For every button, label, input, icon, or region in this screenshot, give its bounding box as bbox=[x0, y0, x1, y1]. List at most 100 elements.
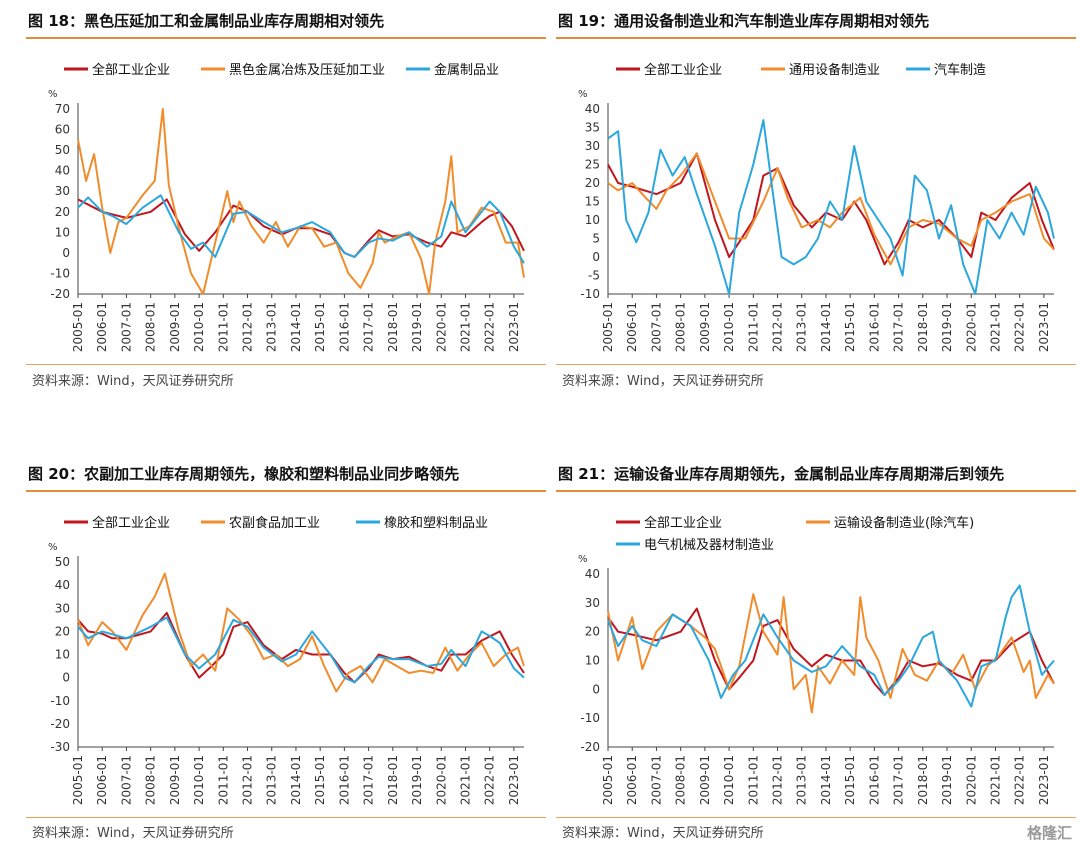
source-divider-19 bbox=[556, 364, 1076, 365]
legend-label: 全部工业企业 bbox=[92, 62, 170, 78]
chart-title-19: 图 19：通用设备制造业和汽车制造业库存周期相对领先 bbox=[556, 2, 1076, 39]
x-tick-label: 2012-01 bbox=[771, 302, 785, 352]
x-tick-label: 2018-01 bbox=[386, 302, 400, 352]
legend-label: 运输设备制造业(除汽车) bbox=[834, 515, 974, 531]
series-line bbox=[77, 572, 525, 693]
chart-title-20: 图 20：农副加工业库存周期领先，橡胶和塑料制品业同步略领先 bbox=[26, 455, 546, 492]
x-tick-label: 2015-01 bbox=[843, 755, 857, 805]
x-tick-label: 2012-01 bbox=[771, 755, 785, 805]
x-tick-label: 2019-01 bbox=[410, 755, 424, 805]
x-tick-label: 2010-01 bbox=[192, 755, 206, 805]
legend-label: 农副食品加工业 bbox=[229, 515, 320, 531]
chart-svg-21: 全部工业企业 运输设备制造业(除汽车) 电气机械及器材制造业% -20 -10 0 10 20… bbox=[578, 515, 1055, 805]
x-tick-label: 2016-01 bbox=[337, 302, 351, 352]
x-tick-label: 2011-01 bbox=[216, 302, 230, 352]
y-tick-label: 10 bbox=[585, 654, 600, 668]
y-tick-label: -30 bbox=[50, 740, 70, 754]
y-tick-label: 40 bbox=[585, 567, 600, 581]
x-tick-label: 2013-01 bbox=[795, 302, 809, 352]
legend-label: 橡胶和塑料制品业 bbox=[384, 515, 488, 531]
x-tick-label: 2013-01 bbox=[265, 755, 279, 805]
x-tick-label: 2017-01 bbox=[362, 755, 376, 805]
legend-label: 全部工业企业 bbox=[644, 515, 722, 531]
x-tick-label: 2012-01 bbox=[241, 755, 255, 805]
source-divider-20 bbox=[26, 817, 546, 818]
x-tick-label: 2009-01 bbox=[168, 302, 182, 352]
y-tick-label: 20 bbox=[55, 205, 70, 219]
y-tick-label: 40 bbox=[55, 578, 70, 592]
x-tick-label: 2009-01 bbox=[698, 302, 712, 352]
x-tick-label: 2020-01 bbox=[964, 302, 978, 352]
y-tick-label: 25 bbox=[585, 158, 600, 172]
x-tick-label: 2020-01 bbox=[434, 755, 448, 805]
legend-label: 电气机械及器材制造业 bbox=[644, 537, 774, 553]
x-tick-label: 2010-01 bbox=[722, 302, 736, 352]
x-tick-label: 2006-01 bbox=[625, 302, 639, 352]
chart-svg-18: 全部工业企业 黑色金属冶炼及压延加工业 金属制品业% -20 -10 0 10 20 30 40 5… bbox=[48, 62, 525, 352]
legend-label: 黑色金属冶炼及压延加工业 bbox=[229, 62, 385, 78]
x-tick-label: 2009-01 bbox=[168, 755, 182, 805]
chart-title-18: 图 18：黑色压延加工和金属制品业库存周期相对领先 bbox=[26, 2, 546, 39]
source-note-21: 资料来源：Wind，天风证券研究所 bbox=[562, 826, 764, 841]
x-tick-label: 2016-01 bbox=[867, 755, 881, 805]
legend-label: 全部工业企业 bbox=[644, 62, 722, 78]
x-tick-label: 2010-01 bbox=[722, 755, 736, 805]
y-tick-label: 10 bbox=[55, 648, 70, 662]
x-tick-label: 2021-01 bbox=[458, 302, 472, 352]
x-tick-label: 2015-01 bbox=[313, 302, 327, 352]
y-tick-label: 20 bbox=[585, 625, 600, 639]
source-divider-21 bbox=[556, 817, 1076, 818]
source-note-18: 资料来源：Wind，天风证券研究所 bbox=[32, 374, 234, 389]
x-tick-label: 2014-01 bbox=[819, 755, 833, 805]
y-tick-label: 30 bbox=[55, 601, 70, 615]
y-tick-label: -20 bbox=[580, 740, 600, 754]
legend-label: 全部工业企业 bbox=[92, 515, 170, 531]
series-line bbox=[607, 593, 1055, 714]
x-tick-label: 2021-01 bbox=[988, 755, 1002, 805]
legend-label: 汽车制造 bbox=[934, 62, 986, 78]
y-tick-label: 10 bbox=[55, 225, 70, 239]
x-tick-label: 2023-01 bbox=[1037, 302, 1051, 352]
x-tick-label: 2007-01 bbox=[649, 302, 663, 352]
x-tick-label: 2012-01 bbox=[241, 302, 255, 352]
x-tick-label: 2019-01 bbox=[940, 302, 954, 352]
x-tick-label: 2023-01 bbox=[507, 755, 521, 805]
x-tick-label: 2010-01 bbox=[192, 302, 206, 352]
x-tick-label: 2016-01 bbox=[867, 302, 881, 352]
x-tick-label: 2022-01 bbox=[1013, 302, 1027, 352]
source-note-19: 资料来源：Wind，天风证券研究所 bbox=[562, 374, 764, 389]
y-tick-label: 20 bbox=[55, 624, 70, 638]
legend-label: 金属制品业 bbox=[434, 62, 499, 78]
y-unit-label: % bbox=[48, 542, 58, 553]
x-tick-label: 2018-01 bbox=[916, 302, 930, 352]
series-line bbox=[77, 194, 525, 264]
x-tick-label: 2005-01 bbox=[601, 302, 615, 352]
source-divider-18 bbox=[26, 364, 546, 365]
x-tick-label: 2016-01 bbox=[337, 755, 351, 805]
x-tick-label: 2005-01 bbox=[71, 755, 85, 805]
x-tick-label: 2014-01 bbox=[289, 755, 303, 805]
y-tick-label: -5 bbox=[588, 269, 600, 283]
x-tick-label: 2020-01 bbox=[434, 302, 448, 352]
y-tick-label: 30 bbox=[585, 596, 600, 610]
chart-panel-21: 图 21：运输设备业库存周期领先，金属制品业库存周期滞后到领先 全部工业企业 运输… bbox=[556, 455, 1076, 822]
x-tick-label: 2022-01 bbox=[1013, 755, 1027, 805]
x-tick-label: 2007-01 bbox=[649, 755, 663, 805]
y-tick-label: -10 bbox=[50, 694, 70, 708]
x-tick-label: 2018-01 bbox=[386, 755, 400, 805]
y-tick-label: 0 bbox=[62, 246, 70, 260]
y-tick-label: 5 bbox=[592, 232, 600, 246]
series-line bbox=[77, 108, 525, 295]
y-tick-label: 0 bbox=[592, 250, 600, 264]
x-tick-label: 2019-01 bbox=[410, 302, 424, 352]
x-tick-label: 2011-01 bbox=[216, 755, 230, 805]
series-line bbox=[607, 152, 1055, 266]
x-tick-label: 2007-01 bbox=[119, 302, 133, 352]
series-line bbox=[607, 119, 1055, 295]
y-tick-label: 35 bbox=[585, 121, 600, 135]
x-tick-label: 2006-01 bbox=[95, 755, 109, 805]
x-tick-label: 2005-01 bbox=[601, 755, 615, 805]
y-tick-label: 30 bbox=[585, 139, 600, 153]
y-tick-label: -10 bbox=[580, 711, 600, 725]
x-tick-label: 2006-01 bbox=[95, 302, 109, 352]
